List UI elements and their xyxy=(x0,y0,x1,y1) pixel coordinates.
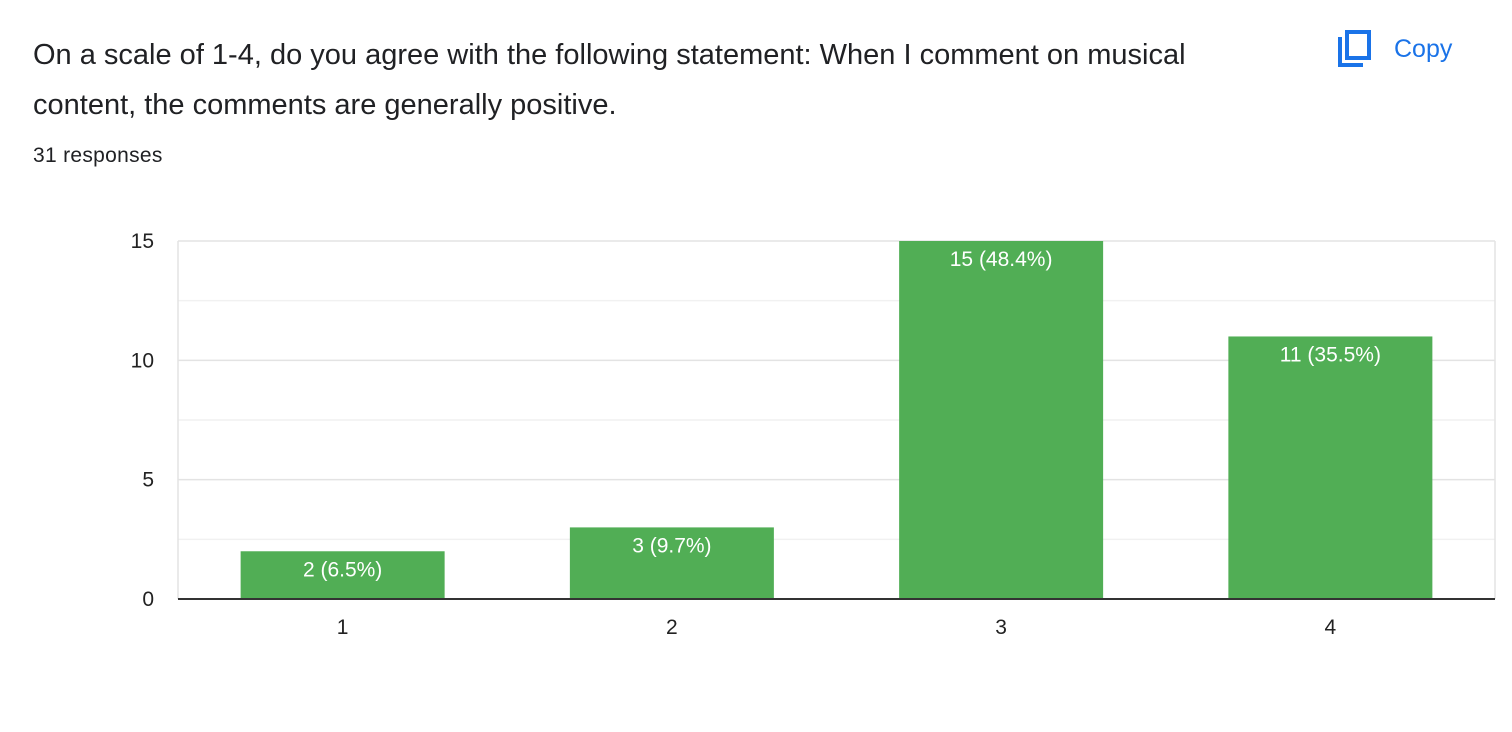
bar-data-label: 3 (9.7%) xyxy=(632,534,711,557)
y-tick-label: 15 xyxy=(131,230,154,253)
bar-2[interactable] xyxy=(569,527,774,599)
question-title: On a scale of 1-4, do you agree with the… xyxy=(33,39,1186,121)
bar-1[interactable] xyxy=(240,551,445,599)
y-tick-label: 10 xyxy=(131,349,154,372)
y-tick-label: 5 xyxy=(142,469,154,492)
bar-data-label: 15 (48.4%) xyxy=(950,248,1053,271)
bar-3[interactable] xyxy=(899,241,1104,599)
chart-bars xyxy=(240,241,1433,599)
x-tick-label: 4 xyxy=(1325,616,1337,639)
x-tick-label: 3 xyxy=(995,616,1007,639)
bar-4[interactable] xyxy=(1228,336,1433,599)
copy-button-label: Copy xyxy=(1394,34,1453,63)
chart-labels: 0 5 10 15 2 (6.5%) 1 3 (9.7%) 2 15 (48.4%) 3 11 (3… xyxy=(131,230,1381,639)
bar-data-label: 2 (6.5%) xyxy=(303,558,382,581)
x-tick-label: 1 xyxy=(337,616,349,639)
copy-icon xyxy=(1336,29,1372,69)
response-count: 31 responses xyxy=(33,144,163,167)
copy-button[interactable]: Copy xyxy=(1330,26,1458,72)
bar-data-label: 11 (35.5%) xyxy=(1280,343,1381,366)
y-tick-label: 0 xyxy=(142,588,154,611)
x-tick-label: 2 xyxy=(666,616,678,639)
